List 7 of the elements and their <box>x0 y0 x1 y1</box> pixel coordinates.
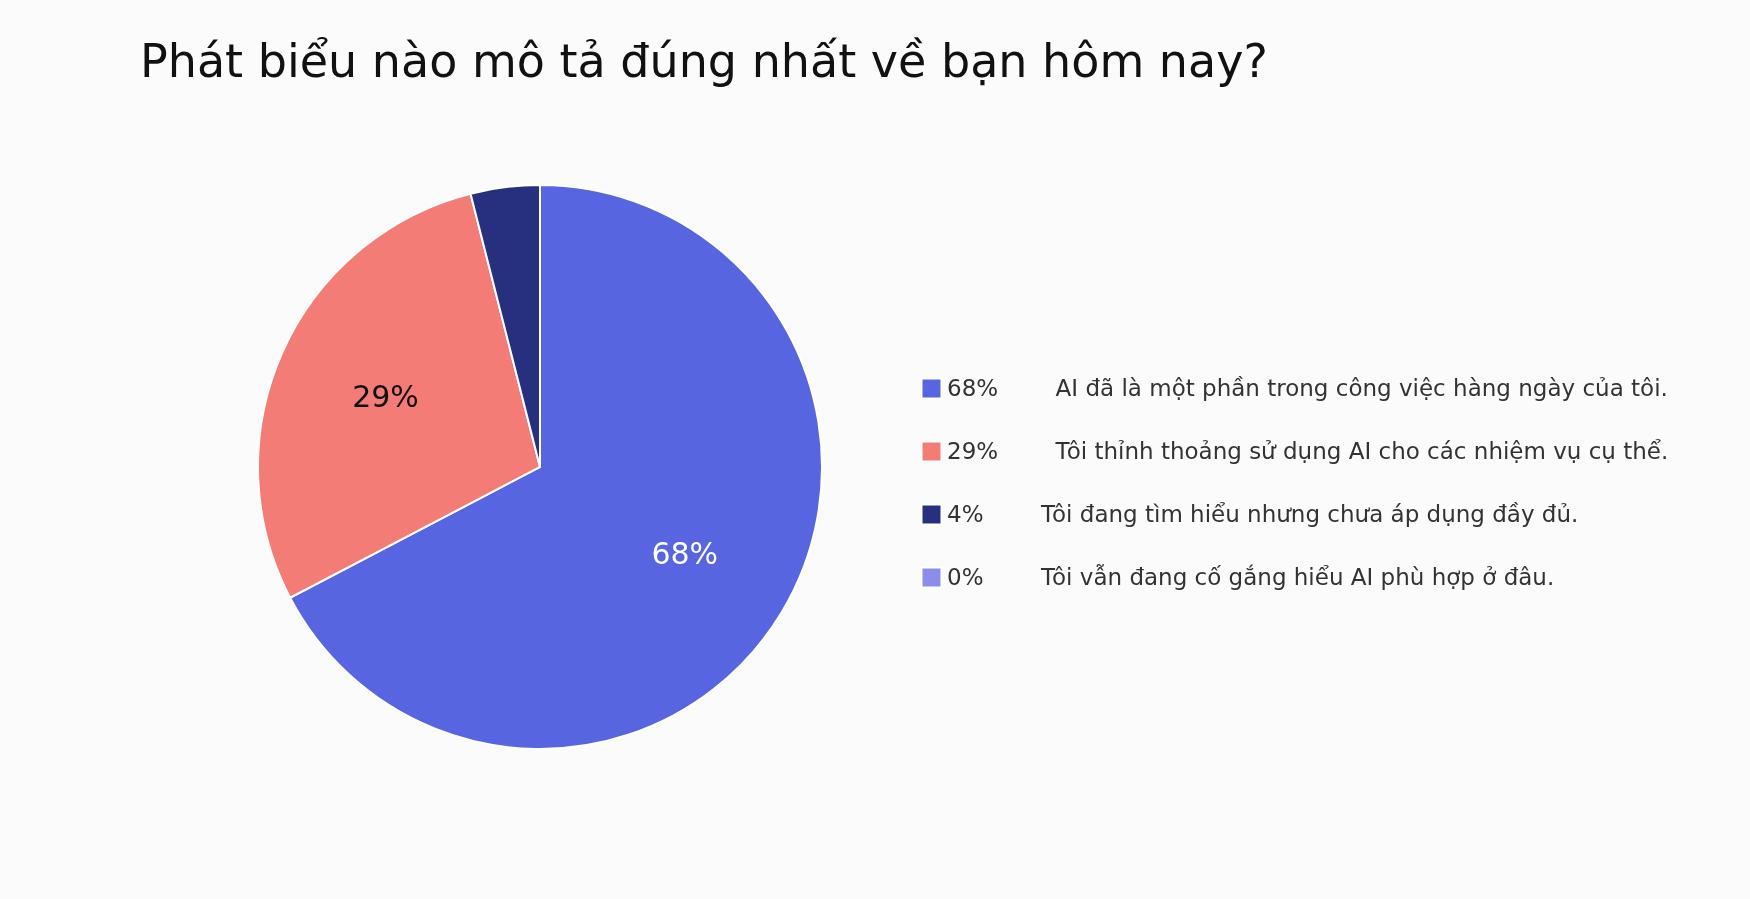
data-label: 29% <box>352 379 419 415</box>
legend-label: 29% Tôi thỉnh thoảng sử dụng AI cho các nhiệm vụ cụ thể. <box>947 437 1669 464</box>
data-label: 68% <box>651 535 719 571</box>
chart-title: Phát biểu nào mô tả đúng nhất về bạn hôm nay? <box>140 34 1268 88</box>
legend-label: 68% AI đã là một phần trong công việc hàng ngày của tôi. <box>947 374 1668 401</box>
legend-label: 0% Tôi vẫn đang cố gắng hiểu AI phù hợp ở đâu. <box>947 562 1555 590</box>
legend-label: 4% Tôi đang tìm hiểu nhưng chưa áp dụng đầy đủ. <box>947 500 1579 527</box>
